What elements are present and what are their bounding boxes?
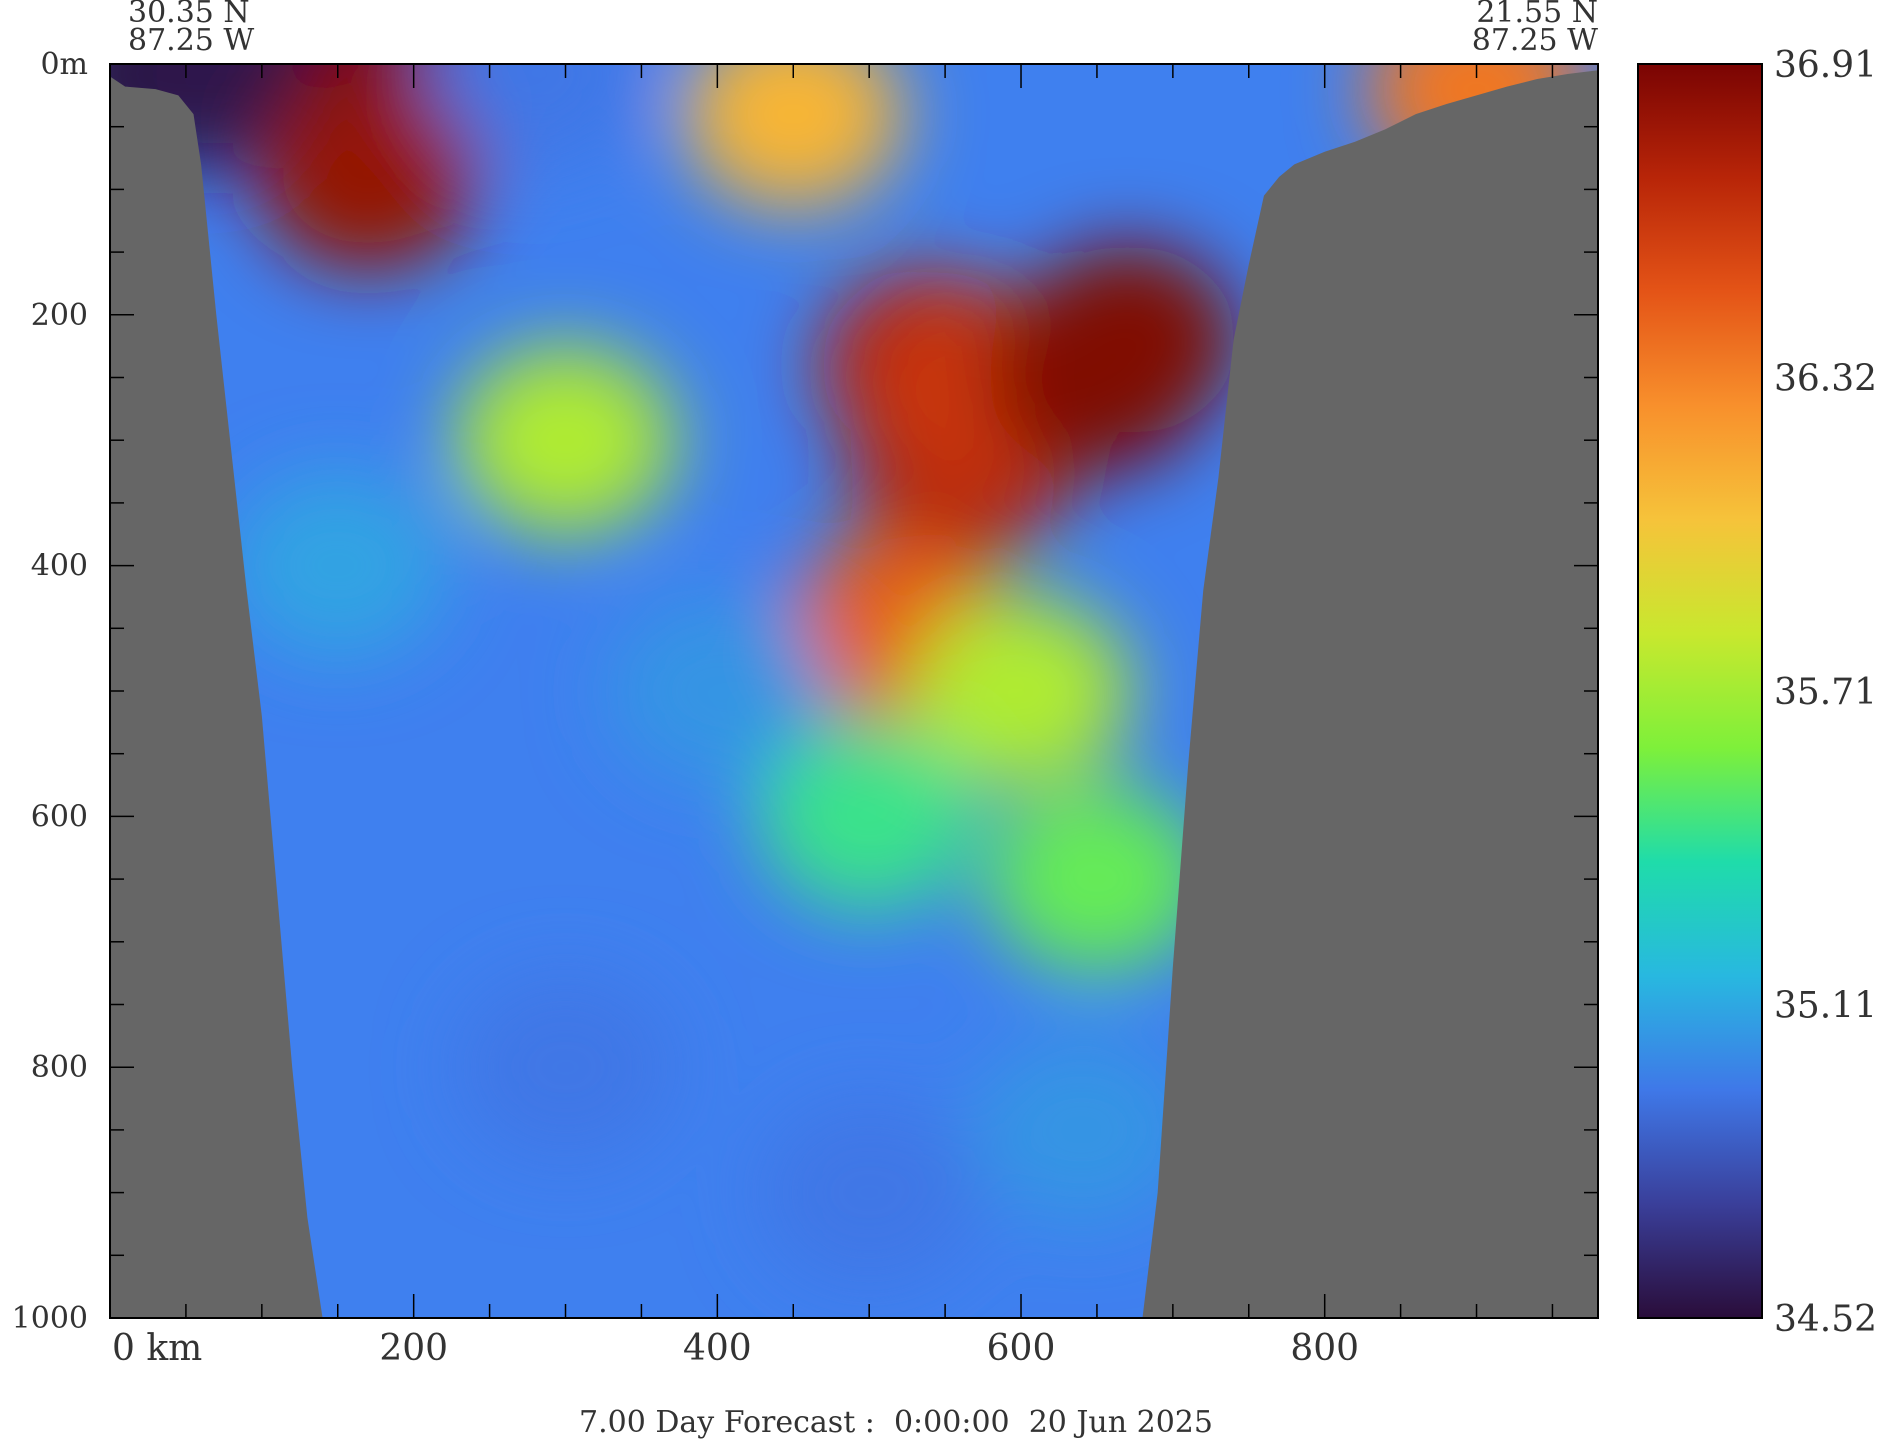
salinity-feature [455,345,676,536]
colorbar-label: 36.32 [1774,359,1877,400]
y-tick-label: 800 [31,1050,88,1085]
x-axis-labels: 0 km 200 400 600 800 [112,1328,1359,1369]
salinity-feature [971,1034,1192,1225]
colorbar-gradient [1637,63,1763,1319]
end-latitude: 21.55 N [1476,0,1598,30]
salinity-feature [759,1097,980,1288]
axis-ticks [110,64,1598,1318]
salinity-feature [683,64,904,210]
salinity-feature [425,64,646,170]
y-axis-labels: 0m 200 400 600 800 1000 [12,47,88,1336]
x-tick-label: 800 [1290,1328,1359,1369]
x-tick-label: 0 km [112,1328,202,1369]
colorbar-label: 35.71 [1774,672,1877,713]
colorbar: 36.91 36.32 35.71 35.11 34.52 [1637,45,1877,1340]
section-start-label: 30.35 N 87.25 W [128,0,254,58]
salinity-feature [1017,244,1238,435]
salinity-heatmap [110,64,1587,1288]
end-longitude: 87.25 W [1472,23,1598,58]
start-latitude: 30.35 N [128,0,250,30]
salinity-feature [607,596,828,786]
salinity-feature [455,972,676,1163]
y-tick-label: 0m [40,47,88,82]
seafloor-land [110,70,1598,1318]
start-longitude: 87.25 W [128,23,254,58]
section-end-label: 21.55 N 87.25 W [1472,0,1598,58]
plot-area [109,63,1599,1319]
x-tick-label: 600 [987,1328,1056,1369]
forecast-footer: 7.00 Day Forecast : 0:00:00 20 Jun 2025 [579,1405,1213,1440]
x-tick-label: 200 [379,1328,448,1369]
salinity-feature [258,81,479,272]
y-tick-label: 1000 [12,1301,88,1336]
salinity-feature [986,784,1207,975]
salinity-feature [227,470,448,661]
y-tick-label: 400 [31,549,88,584]
colorbar-label: 34.52 [1774,1299,1877,1340]
salinity-feature [911,596,1132,786]
y-tick-label: 600 [31,799,88,834]
y-tick-label: 200 [31,298,88,333]
salinity-feature [759,721,980,912]
x-tick-label: 400 [683,1328,752,1369]
colorbar-label: 36.91 [1774,45,1877,86]
colorbar-label: 35.11 [1774,986,1877,1027]
colorbar-labels: 36.91 36.32 35.71 35.11 34.52 [1774,45,1877,1340]
